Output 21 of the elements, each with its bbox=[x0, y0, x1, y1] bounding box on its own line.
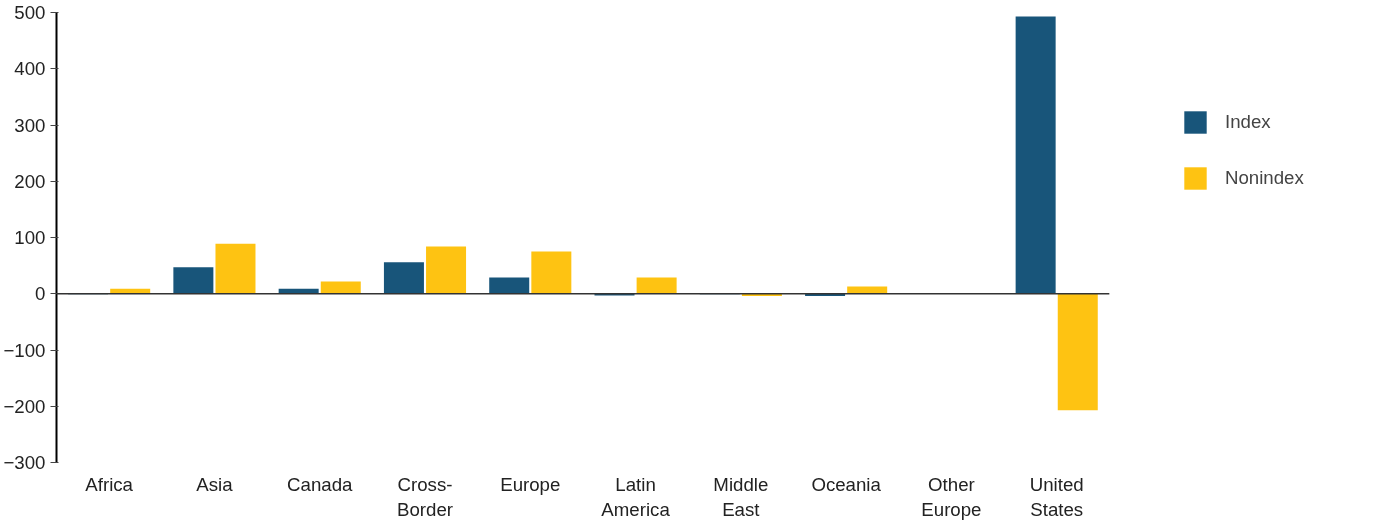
x-tick-label: Latin America bbox=[601, 473, 671, 520]
y-tick-label: 100 bbox=[14, 227, 46, 248]
y-tick-label: 500 bbox=[14, 2, 46, 23]
y-tick-label: 200 bbox=[14, 170, 46, 192]
x-tick-label: Asia bbox=[196, 473, 234, 495]
y-tick-label: −100 bbox=[3, 339, 46, 361]
y-tick-label: 300 bbox=[14, 114, 46, 136]
x-tick-label: Other Europe bbox=[921, 473, 982, 520]
x-tick-label: Oceania bbox=[811, 473, 882, 495]
x-tick-label: Europe bbox=[500, 473, 561, 495]
y-tick-label: −200 bbox=[3, 395, 46, 417]
y-tick-label: 0 bbox=[35, 283, 46, 305]
x-tick-label: United States bbox=[1029, 473, 1084, 520]
legend-label: Index bbox=[1225, 111, 1271, 133]
x-tick-label: Canada bbox=[287, 473, 354, 495]
x-tick-label: Africa bbox=[85, 473, 134, 495]
y-tick-label: 400 bbox=[14, 58, 46, 80]
x-tick-label: Cross- Border bbox=[397, 473, 453, 520]
y-tick-label: −300 bbox=[3, 452, 46, 473]
x-tick-label: Middle East bbox=[713, 473, 769, 520]
legend-label: Nonindex bbox=[1225, 167, 1304, 189]
